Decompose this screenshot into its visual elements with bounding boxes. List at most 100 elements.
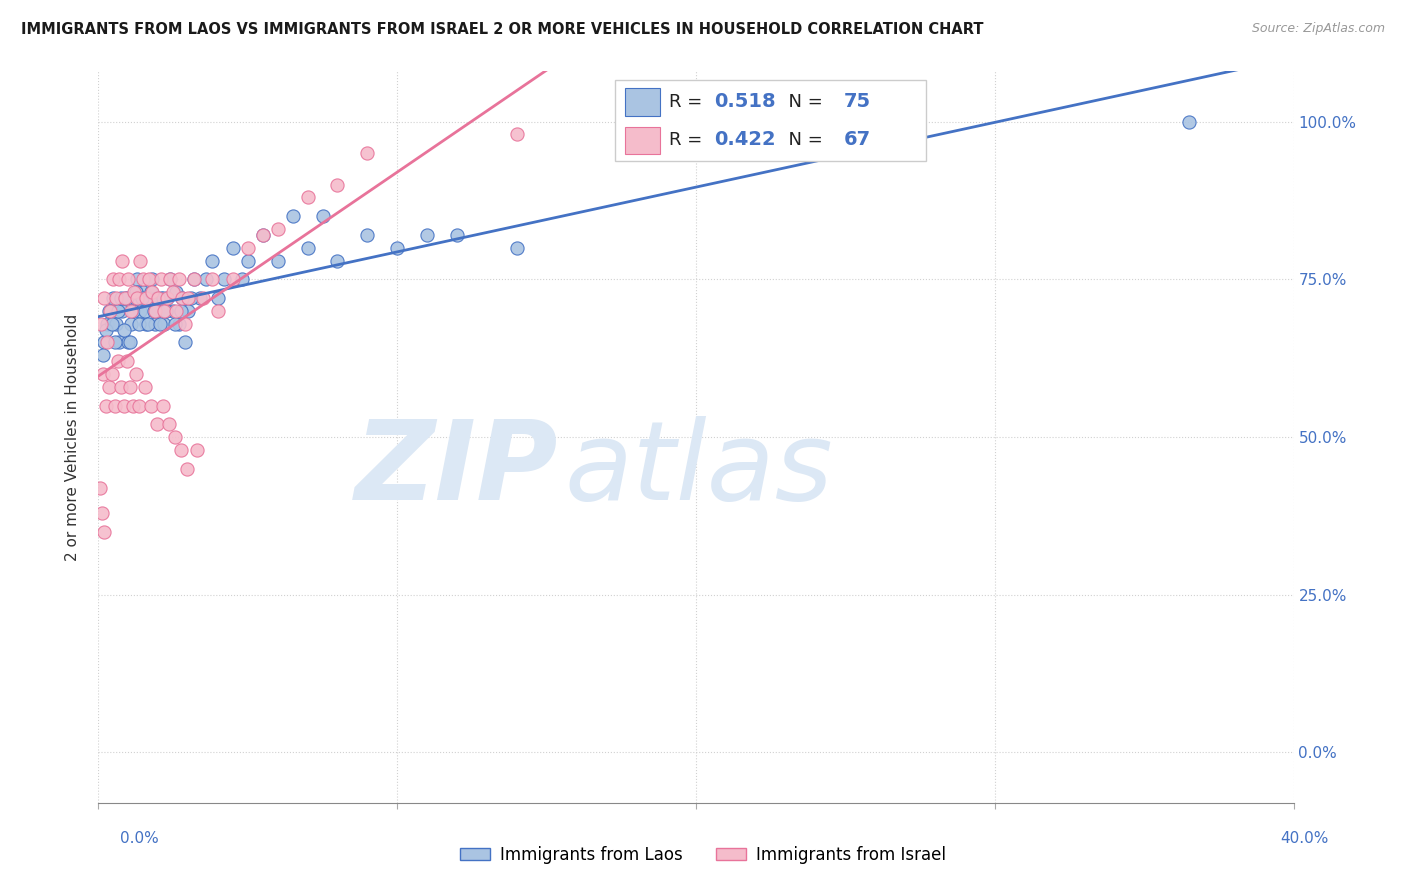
Point	[446, 228, 468, 243]
Point	[91, 348, 114, 362]
Point	[91, 367, 114, 381]
Point	[167, 272, 190, 286]
Point	[156, 291, 179, 305]
Point	[236, 241, 259, 255]
Point	[135, 291, 157, 305]
Point	[152, 291, 174, 305]
Point	[134, 379, 156, 393]
Point	[120, 304, 142, 318]
Point	[129, 304, 152, 318]
Point	[163, 430, 186, 444]
Point	[131, 291, 153, 305]
Point	[191, 291, 214, 305]
Point	[174, 317, 197, 331]
Point	[114, 291, 136, 305]
Point	[1178, 115, 1201, 129]
Point	[297, 190, 319, 204]
Point	[120, 317, 142, 331]
Point	[207, 304, 229, 318]
Point	[105, 291, 128, 305]
Point	[138, 272, 160, 286]
Point	[167, 317, 190, 331]
Point	[132, 285, 155, 299]
Point	[207, 291, 229, 305]
Point	[124, 285, 146, 299]
Point	[326, 178, 349, 192]
Point	[201, 272, 224, 286]
Point	[97, 304, 120, 318]
Point	[222, 272, 245, 286]
Point	[114, 291, 136, 305]
Point	[138, 291, 160, 305]
Point	[127, 272, 149, 286]
Point	[231, 272, 253, 286]
Point	[162, 304, 184, 318]
Point	[141, 285, 163, 299]
Point	[134, 304, 156, 318]
Point	[212, 272, 235, 286]
Point	[506, 128, 529, 142]
Point	[153, 304, 176, 318]
Point	[108, 272, 131, 286]
Point	[416, 228, 439, 243]
Point	[152, 399, 174, 413]
Point	[121, 399, 143, 413]
Point	[128, 399, 150, 413]
Text: 40.0%: 40.0%	[1281, 831, 1329, 847]
Point	[93, 291, 115, 305]
Point	[110, 379, 132, 393]
Point	[176, 461, 198, 475]
Point	[97, 379, 120, 393]
Point	[117, 335, 139, 350]
Point	[311, 210, 333, 224]
Point	[121, 304, 143, 318]
Point	[139, 285, 162, 299]
Point	[153, 317, 176, 331]
Point	[162, 285, 184, 299]
Point	[222, 241, 245, 255]
Point	[90, 317, 112, 331]
Text: ZIP: ZIP	[356, 417, 558, 524]
Point	[105, 317, 128, 331]
Point	[142, 304, 165, 318]
Point	[183, 272, 205, 286]
Point	[163, 317, 186, 331]
Point	[91, 506, 114, 520]
Point	[252, 228, 274, 243]
Point	[165, 285, 187, 299]
Point	[107, 354, 129, 368]
Point	[281, 210, 304, 224]
Point	[157, 417, 180, 432]
Point	[172, 291, 194, 305]
Point	[96, 335, 118, 350]
Text: atlas: atlas	[565, 417, 834, 524]
Point	[267, 253, 290, 268]
Point	[94, 323, 117, 337]
Point	[125, 367, 148, 381]
Point	[145, 417, 167, 432]
Point	[136, 317, 159, 331]
Point	[169, 304, 191, 318]
Point	[236, 253, 259, 268]
Point	[117, 272, 139, 286]
Point	[356, 228, 378, 243]
Legend: Immigrants from Laos, Immigrants from Israel: Immigrants from Laos, Immigrants from Is…	[453, 839, 953, 871]
Point	[127, 291, 149, 305]
Point	[148, 304, 170, 318]
Point	[111, 253, 134, 268]
Point	[169, 442, 191, 457]
Point	[135, 317, 157, 331]
Point	[128, 317, 150, 331]
Point	[177, 291, 200, 305]
Point	[107, 304, 129, 318]
Point	[112, 323, 135, 337]
Point	[155, 304, 177, 318]
Point	[101, 367, 124, 381]
Point	[177, 304, 200, 318]
Point	[165, 304, 187, 318]
Point	[356, 146, 378, 161]
Point	[118, 379, 141, 393]
Point	[183, 272, 205, 286]
Point	[98, 304, 122, 318]
Point	[110, 291, 132, 305]
